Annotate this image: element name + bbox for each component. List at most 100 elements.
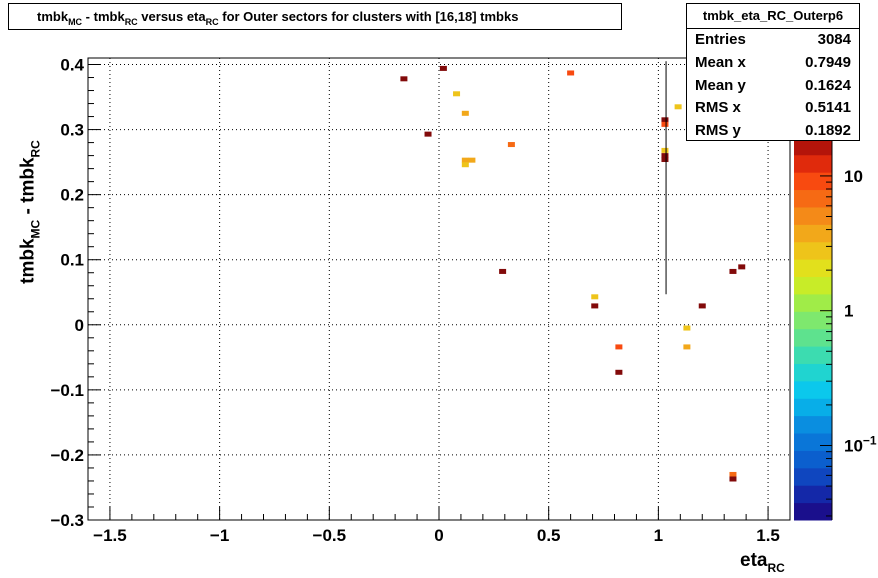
- heatmap-cell: [698, 303, 706, 309]
- heatmap-cell: [439, 65, 447, 71]
- heatmap-cell: [738, 264, 746, 270]
- heatmap-cell: [424, 131, 432, 137]
- heatmap-cell: [567, 70, 575, 76]
- heatmap-cell: [661, 153, 669, 159]
- heatmap-cell: [499, 268, 507, 274]
- y-axis-title: tmbkMC - tmbkRC: [18, 140, 43, 284]
- y-tick-label: 0.1: [60, 251, 84, 270]
- x-tick-label: 0.5: [537, 526, 561, 545]
- palette-segment: [794, 380, 832, 399]
- y-axis: −0.3 −0.2 −0.1 0 0.1 0.2 0.3 0.4: [50, 56, 101, 530]
- y-tick-label: −0.2: [50, 446, 84, 465]
- palette-segment: [794, 398, 832, 417]
- palette-segment: [794, 363, 832, 382]
- palette-segment: [794, 450, 832, 469]
- heatmap-cell: [674, 104, 682, 110]
- stats-label: RMS y: [695, 122, 741, 140]
- heatmap-cell: [461, 162, 469, 168]
- title-part-3: versus eta: [137, 9, 206, 24]
- y-title-sub-2: RC: [28, 140, 43, 158]
- palette-segment: [794, 276, 832, 295]
- heatmap-cell: [507, 142, 515, 148]
- stats-value: 0.1624: [805, 76, 851, 94]
- heatmap-cell: [400, 76, 408, 82]
- palette-segment: [794, 502, 832, 521]
- palette-segment: [794, 241, 832, 260]
- heatmap-cell: [615, 369, 623, 375]
- x-tick-label: −1.5: [93, 526, 127, 545]
- heatmap-cell: [729, 471, 737, 477]
- x-tick-label: 1.5: [756, 526, 780, 545]
- color-palette: 10−1 1 10: [794, 120, 877, 521]
- heatmap-cell: [461, 110, 469, 116]
- x-tick-label: 1: [654, 526, 663, 545]
- title-sub-1: MC: [68, 17, 83, 27]
- title-sub-2: RC: [124, 17, 138, 27]
- heatmap-cell: [615, 344, 623, 350]
- stats-row-rms-y: RMS y 0.1892: [687, 120, 859, 143]
- x-axis-title: etaRC: [740, 550, 785, 575]
- stats-box: tmbk_eta_RC_Outerp6 Entries 3084 Mean x 0.…: [686, 3, 860, 141]
- palette-segment: [794, 311, 832, 330]
- palette-tick-label: 10−1: [844, 433, 877, 455]
- palette-tick-label: 10: [844, 167, 863, 186]
- palette-segment: [794, 137, 832, 156]
- stats-label: Entries: [695, 31, 746, 48]
- palette-segment: [794, 346, 832, 364]
- y-tick-label: 0.2: [60, 186, 84, 205]
- palette-segment: [794, 467, 832, 486]
- palette-segment: [794, 224, 832, 243]
- stats-name: tmbk_eta_RC_Outerp6: [687, 4, 859, 29]
- palette-segment: [794, 433, 832, 451]
- palette-segment: [794, 189, 832, 208]
- stats-row-mean-x: Mean x 0.7949: [687, 52, 859, 75]
- y-title-mid: - tmbk: [17, 157, 39, 220]
- heatmap-cell: [661, 147, 669, 153]
- y-tick-label: 0.3: [60, 121, 84, 140]
- grid-lines: [88, 58, 790, 521]
- chart-title: tmbkMC - tmbkRC versus etaRC for Outer s…: [8, 3, 622, 30]
- y-title-sub-1: MC: [28, 219, 43, 239]
- stats-label: Mean x: [695, 53, 746, 71]
- palette-segment: [794, 415, 832, 434]
- stats-row-rms-x: RMS x 0.5141: [687, 97, 859, 120]
- heatmap-cell: [729, 268, 737, 274]
- palette-segment: [794, 259, 832, 278]
- heatmap-cell: [729, 476, 737, 482]
- heatmap-cell: [591, 303, 599, 309]
- x-tick-label: −1: [210, 526, 229, 545]
- stats-row-mean-y: Mean y 0.1624: [687, 75, 859, 98]
- heatmap-cell: [683, 325, 691, 331]
- y-tick-label: −0.1: [50, 381, 84, 400]
- palette-segment: [794, 328, 832, 347]
- x-title-text: eta: [740, 550, 768, 571]
- palette-tick-label: 1: [844, 302, 853, 321]
- heatmap-cell: [453, 91, 461, 97]
- stats-label: RMS x: [695, 99, 741, 117]
- stats-row-entries: Entries 3084: [687, 29, 859, 52]
- x-tick-label: −0.5: [313, 526, 347, 545]
- x-title-sub: RC: [767, 561, 785, 575]
- stats-label: Mean y: [695, 76, 746, 94]
- heatmap-cell: [591, 294, 599, 300]
- heatmap-cell: [683, 344, 691, 350]
- y-tick-label: 0: [75, 316, 84, 335]
- stats-value: 0.1892: [805, 122, 851, 140]
- stats-value: 0.5141: [805, 99, 851, 117]
- heatmap-cells: [400, 65, 746, 482]
- y-tick-label: −0.3: [50, 511, 84, 530]
- title-part-4: for Outer sectors for clusters with [16,…: [218, 9, 519, 24]
- x-tick-label: 0: [434, 526, 443, 545]
- x-axis: −1.5 −1 −0.5 0 0.5 1 1.5: [87, 507, 791, 545]
- palette-segment: [794, 154, 832, 173]
- heatmap-cell: [661, 157, 669, 163]
- title-sub-3: RC: [205, 17, 219, 27]
- heatmap-cell: [661, 117, 669, 123]
- y-title-text: tmbk: [17, 238, 39, 284]
- palette-segment: [794, 485, 832, 504]
- y-tick-label: 0.4: [60, 56, 84, 75]
- title-part-1: tmbk: [37, 9, 69, 24]
- heatmap-cell: [661, 121, 669, 127]
- title-part-2: - tmbk: [82, 9, 125, 24]
- stats-value: 3084: [817, 31, 851, 48]
